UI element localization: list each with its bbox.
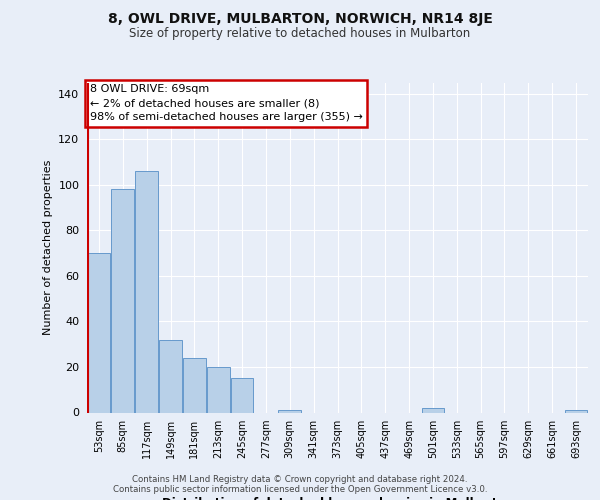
Text: 8, OWL DRIVE, MULBARTON, NORWICH, NR14 8JE: 8, OWL DRIVE, MULBARTON, NORWICH, NR14 8… bbox=[107, 12, 493, 26]
Text: Contains HM Land Registry data © Crown copyright and database right 2024.: Contains HM Land Registry data © Crown c… bbox=[132, 475, 468, 484]
Bar bbox=[231, 378, 253, 412]
Bar bbox=[422, 408, 444, 412]
Text: 8 OWL DRIVE: 69sqm
← 2% of detached houses are smaller (8)
98% of semi-detached : 8 OWL DRIVE: 69sqm ← 2% of detached hous… bbox=[89, 84, 362, 122]
Bar bbox=[278, 410, 301, 412]
Bar bbox=[183, 358, 206, 412]
Bar bbox=[136, 172, 158, 412]
Bar bbox=[112, 190, 134, 412]
Bar bbox=[565, 410, 587, 412]
Text: Size of property relative to detached houses in Mulbarton: Size of property relative to detached ho… bbox=[130, 28, 470, 40]
X-axis label: Distribution of detached houses by size in Mulbarton: Distribution of detached houses by size … bbox=[161, 497, 514, 500]
Text: Contains public sector information licensed under the Open Government Licence v3: Contains public sector information licen… bbox=[113, 485, 487, 494]
Bar bbox=[159, 340, 182, 412]
Y-axis label: Number of detached properties: Number of detached properties bbox=[43, 160, 53, 335]
Bar bbox=[207, 367, 230, 412]
Bar bbox=[88, 253, 110, 412]
